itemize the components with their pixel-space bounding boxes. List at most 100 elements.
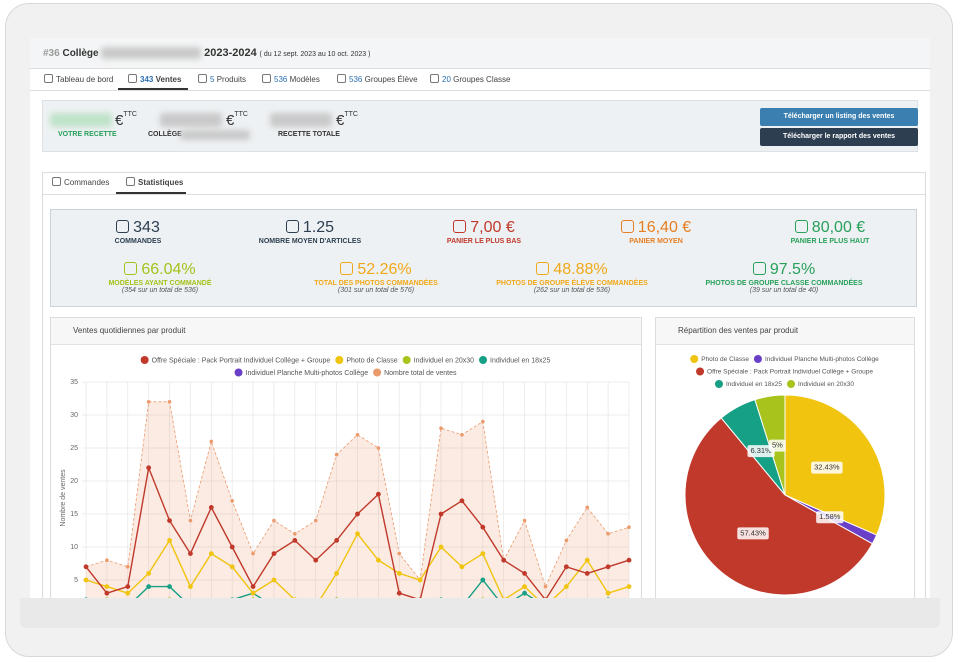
legend-label: Individuel en 18x25 (726, 381, 782, 388)
series-area (86, 401, 629, 598)
tab[interactable]: 343 Ventes (128, 70, 181, 90)
school-number: #36 (43, 48, 60, 59)
legend-swatch (714, 380, 723, 388)
stat-detail-text: (262 sur un total de 536) (533, 287, 611, 294)
pie-label: 57.43% (740, 528, 766, 537)
tab[interactable]: Tableau de bord (44, 70, 113, 90)
data-point (250, 590, 256, 596)
blurred-value (50, 113, 112, 127)
data-point (605, 590, 611, 596)
data-point (105, 597, 109, 598)
tax: TTC (234, 111, 248, 118)
legend-label: Individuel en 20x30 (414, 357, 474, 364)
y-tick-label: 5 (74, 577, 78, 584)
data-point (167, 584, 172, 589)
data-point (417, 577, 423, 583)
data-point (375, 557, 381, 563)
stat-detail-text: (354 sur un total de 536) (121, 287, 199, 294)
data-point (167, 400, 172, 404)
pie-label-bg (747, 445, 775, 458)
stats-panel (50, 209, 917, 307)
tab-count: 536 (274, 75, 288, 84)
data-point (167, 538, 172, 543)
stat-value-text: 1.25 (302, 219, 335, 236)
data-point (167, 597, 172, 598)
y-tick-label: 25 (70, 445, 78, 452)
stat: 97.5% PHOTOS DE GROUPE CLASSE COMMANDÉES(… (674, 261, 894, 294)
subtab[interactable]: Commandes (52, 173, 109, 193)
stat-value: 97.5% (674, 261, 894, 279)
stat-value-text: 7,00 € (470, 219, 515, 236)
tab-count: 5 (210, 75, 215, 84)
stat-icon (620, 220, 634, 233)
data-point (167, 518, 172, 523)
data-point (334, 538, 340, 543)
data-point (104, 590, 110, 596)
device-chin (20, 598, 940, 628)
tab[interactable]: 20 Groupes Classe (430, 70, 511, 90)
data-point (355, 433, 360, 437)
blurred-name (101, 47, 202, 60)
data-point (313, 557, 319, 563)
stat-label-text: PANIER MOYEN (629, 238, 683, 245)
data-point (125, 590, 131, 596)
data-point (313, 518, 318, 523)
data-point (543, 584, 548, 589)
tab-count: 20 (442, 75, 451, 84)
data-point (293, 532, 297, 536)
subtabs-border (42, 194, 926, 195)
tab[interactable]: 5 Produits (198, 70, 246, 90)
revenue-label: RECETTE TOTALE (278, 131, 340, 138)
pie-label: 6.31% (750, 446, 772, 455)
stat: 80,00 € PANIER LE PLUS HAUT (720, 219, 930, 245)
pie-label: 5% (772, 441, 783, 450)
data-point (502, 597, 506, 598)
download-button[interactable]: Télécharger le rapport des ventes (760, 128, 918, 146)
stat: 343 COMMANDES (30, 219, 248, 245)
tab[interactable]: 536 Groupes Élève (337, 70, 418, 90)
y-tick-label: 10 (70, 544, 78, 551)
stat-label: COMMANDES (30, 238, 248, 245)
legend-swatch (140, 356, 149, 364)
data-point (501, 557, 507, 563)
data-point (125, 565, 130, 569)
stat: 52.26% TOTAL DES PHOTOS COMMANDÉES (301 su… (266, 261, 486, 294)
data-point (522, 590, 527, 596)
stat-label: PHOTOS DE GROUPE CLASSE COMMANDÉES (674, 280, 894, 287)
data-point (335, 597, 339, 598)
data-point (188, 584, 193, 589)
pie-slice (684, 417, 874, 596)
data-point (543, 597, 548, 598)
stat-detail: (354 sur un total de 536) (50, 287, 270, 294)
data-point (208, 551, 214, 556)
stat-value-text: 66.04% (141, 261, 196, 278)
stat-label: NOMBRE MOYEN D'ARTICLES (200, 238, 420, 245)
stat-label: PANIER MOYEN (546, 238, 766, 245)
stat-label-text: PANIER LE PLUS HAUT (790, 238, 870, 245)
stat: 66.04% MODÈLES AYANT COMMANDÉ (354 sur un … (50, 261, 270, 294)
download-button[interactable]: Télécharger un listing des ventes (760, 108, 918, 126)
stat-detail-text: (39 sur un total de 40) (749, 287, 819, 294)
period: ( du 12 sept. 2023 au 10 oct. 2023 ) (259, 51, 371, 58)
data-point (480, 577, 486, 583)
data-point (125, 584, 131, 589)
legend-swatch (373, 368, 382, 377)
legend-label: Individuel en 20x30 (798, 381, 854, 388)
pie-label-bg (811, 461, 843, 474)
data-point (83, 577, 89, 583)
data-point (584, 571, 590, 576)
data-point (355, 511, 360, 517)
stat-icon (340, 262, 354, 275)
pie-label-bg (768, 439, 786, 452)
data-point (230, 597, 234, 598)
tab-label: Tableau de bord (56, 75, 114, 84)
tab[interactable]: 536 Modèles (262, 70, 320, 90)
data-point (397, 551, 402, 556)
stat-value: 48.88% (462, 261, 682, 279)
subtab[interactable]: Statistiques (126, 173, 183, 193)
data-point (438, 544, 444, 550)
series-line (85, 401, 630, 588)
stat: 7,00 € PANIER LE PLUS BAS (374, 219, 594, 245)
data-point (585, 505, 590, 510)
